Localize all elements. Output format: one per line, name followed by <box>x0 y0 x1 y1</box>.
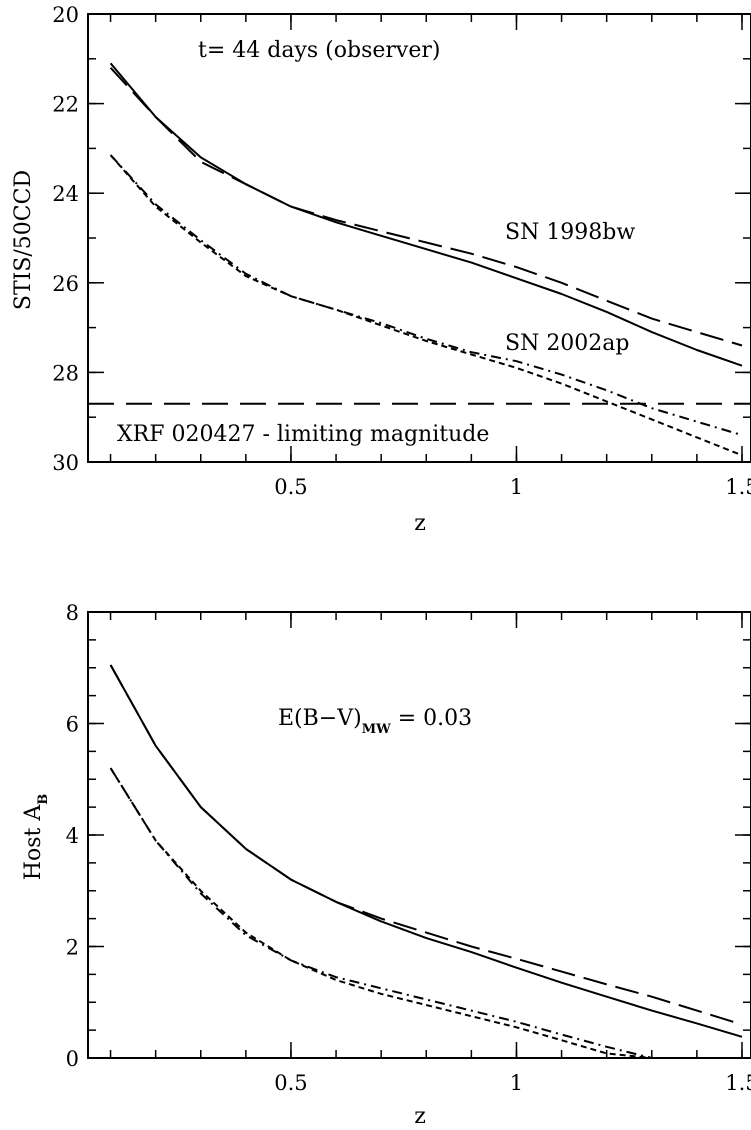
magnitude-curves <box>109 62 743 457</box>
series-line-solid <box>109 62 743 367</box>
x-tick-label: 1.5 <box>725 1071 751 1095</box>
y-tick-label: 6 <box>66 713 79 737</box>
y-axis-title-top: STIS/50CCD <box>11 170 36 310</box>
y-tick-label: 4 <box>66 824 79 848</box>
y-axis-title-bottom: Host AB <box>21 794 51 880</box>
series-line-solid <box>109 664 743 1038</box>
x-axis-title-top: z <box>414 511 426 536</box>
x-tick-label: 1 <box>510 475 523 499</box>
y-tick-label: 28 <box>52 361 79 385</box>
sn1998bw-label: SN 1998bw <box>505 220 635 245</box>
sn2002ap-label: SN 2002ap <box>505 331 630 356</box>
x-tick-label: 1.5 <box>725 475 751 499</box>
series-line-short-dash <box>109 154 743 457</box>
x-tick-label: 0.5 <box>274 1071 307 1095</box>
y-tick-label: 0 <box>66 1047 79 1071</box>
y-tick-label: 30 <box>52 451 79 475</box>
magnitude-panel: 20 22 24 26 28 30 0.5 1 1.5 t= 44 days (observer… <box>11 3 751 536</box>
y-tick-label: 20 <box>52 3 79 27</box>
limiting-magnitude-label: XRF 020427 - limiting magnitude <box>117 422 489 447</box>
extinction-panel: 0 2 4 6 8 0.5 1 1.5 E(B−V)MW = 0.03 z Host AB <box>21 601 751 1129</box>
x-tick-label: 1 <box>510 1071 523 1095</box>
time-annotation: t= 44 days (observer) <box>198 38 440 63</box>
series-line-long-dash <box>109 664 743 1026</box>
y-tick-label: 24 <box>52 182 79 206</box>
y-tick-label: 22 <box>52 93 79 117</box>
extinction-curves <box>109 664 743 1059</box>
y-tick-label: 26 <box>52 272 79 296</box>
extinction-plot-frame <box>87 611 751 1059</box>
magnitude-ticks: 20 22 24 26 28 30 0.5 1 1.5 <box>52 3 751 499</box>
x-tick-label: 0.5 <box>274 475 307 499</box>
series-line-short-dash <box>109 767 652 1059</box>
series-line-dash-dot <box>109 154 743 437</box>
y-tick-label: 8 <box>66 601 79 625</box>
magnitude-plot-frame <box>87 13 751 463</box>
extinction-ticks: 0 2 4 6 8 0.5 1 1.5 <box>66 601 751 1095</box>
series-line-long-dash <box>109 67 743 347</box>
reddening-annotation: E(B−V)MW = 0.03 <box>278 706 472 737</box>
x-axis-title-bottom: z <box>414 1104 426 1129</box>
series-line-dash-dot <box>109 767 653 1059</box>
y-tick-label: 2 <box>66 936 79 960</box>
